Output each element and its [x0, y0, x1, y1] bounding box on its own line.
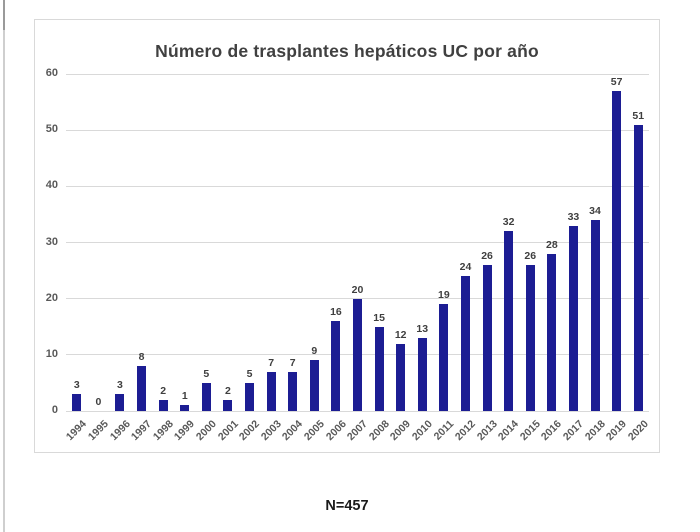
- bar-value-label: 33: [567, 210, 580, 223]
- bar-value-label: 26: [481, 249, 493, 262]
- y-tick-label: 50: [45, 123, 58, 136]
- x-tick-label: 2019: [604, 418, 630, 444]
- bar-value-label: 28: [545, 238, 558, 251]
- bar-value-label: 19: [438, 289, 450, 302]
- bar-value-label: 57: [610, 75, 623, 88]
- y-tick-label: 0: [51, 404, 58, 416]
- x-tick-label: 2006: [323, 418, 349, 444]
- bar-value-label: 5: [203, 367, 210, 380]
- bar: [137, 366, 147, 411]
- bar-value-label: 12: [394, 328, 407, 341]
- bar: [266, 371, 276, 411]
- page-edge-line: [3, 0, 5, 532]
- x-tick-label: 2020: [625, 418, 651, 444]
- bar: [633, 124, 643, 411]
- gridline: [66, 185, 649, 187]
- bar-value-label: 26: [524, 249, 537, 262]
- bar-value-label: 5: [246, 367, 253, 380]
- bar-value-label: 8: [138, 351, 145, 364]
- bar-value-label: 3: [117, 379, 123, 392]
- bar: [309, 360, 319, 411]
- bar: [417, 337, 427, 411]
- bar: [547, 253, 557, 411]
- x-tick-label: 1997: [129, 418, 155, 444]
- y-tick-label: 30: [45, 235, 58, 248]
- x-tick-label: 2000: [193, 418, 219, 444]
- plot-area: 0 10 20 30 40 50 60 3 1994 0 1995 3 1996 8 1997 2 1998 1 1…: [46, 67, 651, 443]
- bar: [612, 90, 622, 411]
- bar: [115, 394, 125, 411]
- bar: [223, 399, 233, 411]
- chart-title: Número de trasplantes hepáticos UC por a…: [155, 41, 539, 61]
- x-tick-label: 2007: [344, 418, 370, 444]
- x-tick-label: 2010: [409, 418, 435, 444]
- bar: [460, 276, 470, 411]
- x-tick-label: 2017: [560, 418, 586, 444]
- x-tick-label: 2013: [474, 418, 500, 444]
- gridline: [66, 298, 649, 300]
- x-tick-label: 2009: [388, 418, 414, 444]
- bar-chart: Número de trasplantes hepáticos UC por a…: [34, 19, 660, 453]
- bar: [568, 225, 578, 411]
- bar: [201, 382, 211, 411]
- gridline: [66, 242, 649, 243]
- x-tick-label: 2018: [582, 418, 608, 444]
- bar-value-label: 0: [95, 396, 102, 408]
- bar-value-label: 7: [268, 356, 275, 369]
- bar: [180, 405, 190, 411]
- bar: [72, 394, 82, 411]
- bar: [245, 382, 255, 411]
- total-count-label: N=457: [325, 498, 369, 514]
- x-tick-label: 1998: [150, 418, 176, 444]
- y-tick-label: 20: [45, 291, 58, 304]
- bar: [353, 298, 362, 411]
- bar-value-label: 13: [416, 322, 429, 335]
- x-tick-label: 2015: [517, 418, 543, 444]
- gridline: [66, 410, 649, 412]
- bar: [525, 264, 535, 411]
- x-tick-label: 2012: [452, 418, 478, 444]
- x-tick-label: 2005: [301, 418, 327, 444]
- y-tick-label: 60: [45, 67, 58, 79]
- bar: [396, 343, 406, 411]
- bar-value-label: 15: [373, 311, 385, 324]
- bar-value-label: 7: [289, 356, 296, 369]
- bar: [158, 399, 168, 411]
- x-tick-label: 2002: [237, 418, 263, 444]
- bar: [482, 264, 492, 411]
- x-tick-label: 2003: [258, 418, 284, 444]
- bar-value-label: 20: [351, 283, 364, 296]
- bar: [331, 321, 341, 411]
- x-tick-label: 2016: [539, 418, 565, 444]
- x-tick-label: 2008: [366, 418, 392, 444]
- bar-value-label: 3: [73, 379, 80, 392]
- bar-value-label: 2: [225, 384, 231, 397]
- bar: [439, 304, 449, 411]
- y-tick-label: 40: [45, 179, 58, 192]
- bar: [504, 231, 514, 411]
- bar-value-label: 32: [502, 216, 515, 229]
- x-tick-label: 2014: [496, 418, 522, 444]
- x-tick-label: 2004: [280, 418, 306, 444]
- bar-value-label: 2: [160, 384, 167, 397]
- bar-value-label: 34: [589, 205, 601, 218]
- bar: [374, 326, 384, 411]
- bar-value-label: 24: [459, 261, 472, 274]
- bar-value-label: 51: [632, 109, 645, 122]
- bar: [590, 220, 600, 411]
- gridline: [66, 73, 649, 75]
- x-tick-label: 1999: [172, 418, 198, 444]
- gridline: [66, 129, 649, 131]
- x-tick-label: 2001: [215, 418, 241, 444]
- y-tick-label: 10: [45, 347, 58, 360]
- x-tick-label: 1996: [107, 418, 133, 444]
- x-tick-label: 1995: [85, 418, 111, 444]
- bar: [288, 371, 298, 411]
- bar-value-label: 16: [330, 306, 342, 319]
- bar-value-label: 9: [311, 345, 318, 358]
- x-tick-label: 1994: [64, 418, 90, 444]
- x-tick-label: 2011: [431, 418, 457, 443]
- bar-value-label: 1: [181, 390, 188, 403]
